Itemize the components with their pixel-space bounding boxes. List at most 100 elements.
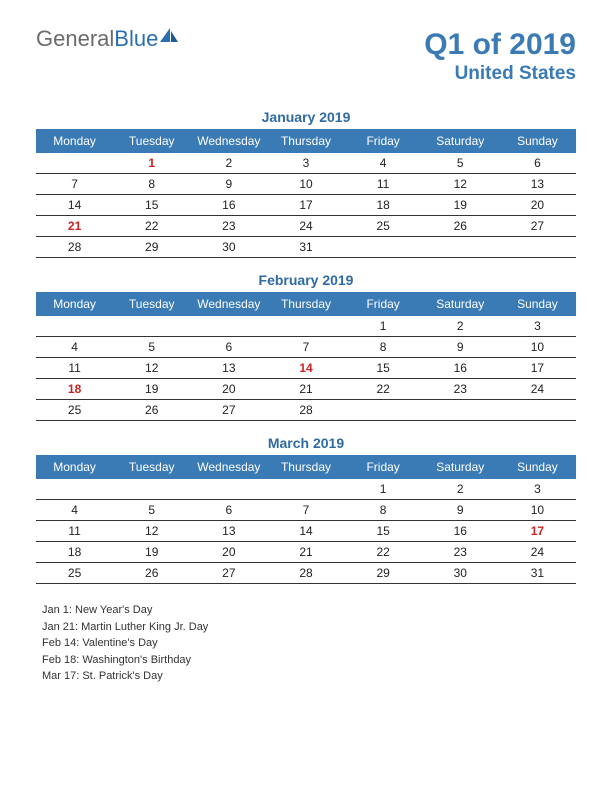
day-header: Saturday	[422, 129, 499, 153]
table-row: 123	[36, 479, 576, 500]
day-header: Monday	[36, 292, 113, 316]
table-row: 28293031	[36, 237, 576, 258]
day-header: Friday	[345, 292, 422, 316]
day-cell: 3	[499, 316, 576, 337]
calendar-table: MondayTuesdayWednesdayThursdayFridaySatu…	[36, 129, 576, 258]
day-header: Saturday	[422, 455, 499, 479]
day-cell: 12	[422, 174, 499, 195]
day-header: Wednesday	[190, 292, 267, 316]
day-cell: 5	[113, 337, 190, 358]
table-row: 123456	[36, 153, 576, 174]
day-header: Sunday	[499, 292, 576, 316]
day-cell: 1	[113, 153, 190, 174]
day-cell: 22	[345, 542, 422, 563]
day-cell: 3	[499, 479, 576, 500]
day-cell: 14	[36, 195, 113, 216]
day-cell: 7	[36, 174, 113, 195]
day-cell: 7	[267, 337, 344, 358]
day-header: Wednesday	[190, 455, 267, 479]
day-cell	[36, 479, 113, 500]
day-cell	[499, 237, 576, 258]
day-header: Tuesday	[113, 129, 190, 153]
day-cell: 31	[499, 563, 576, 584]
page-title: Q1 of 2019	[424, 28, 576, 61]
day-cell: 12	[113, 358, 190, 379]
day-cell: 11	[36, 358, 113, 379]
logo-blue: Blue	[114, 26, 158, 51]
day-cell	[267, 479, 344, 500]
logo-text: GeneralBlue	[36, 28, 158, 50]
month-title: January 2019	[36, 109, 576, 125]
day-cell: 23	[190, 216, 267, 237]
holiday-item: Jan 21: Martin Luther King Jr. Day	[42, 619, 576, 636]
day-cell	[345, 400, 422, 421]
day-cell	[36, 316, 113, 337]
months-container: January 2019 MondayTuesdayWednesdayThursd…	[36, 109, 576, 584]
table-row: 123	[36, 316, 576, 337]
day-cell: 18	[36, 542, 113, 563]
day-cell: 25	[36, 563, 113, 584]
calendar-table: MondayTuesdayWednesdayThursdayFridaySatu…	[36, 292, 576, 421]
day-cell	[499, 400, 576, 421]
day-cell: 26	[113, 563, 190, 584]
day-cell: 20	[190, 379, 267, 400]
day-cell: 17	[499, 521, 576, 542]
month-title: February 2019	[36, 272, 576, 288]
day-header: Monday	[36, 129, 113, 153]
day-cell: 1	[345, 316, 422, 337]
day-cell: 13	[499, 174, 576, 195]
day-cell: 20	[499, 195, 576, 216]
day-cell	[267, 316, 344, 337]
day-cell: 28	[36, 237, 113, 258]
day-cell: 18	[36, 379, 113, 400]
day-cell: 15	[345, 521, 422, 542]
day-cell: 14	[267, 358, 344, 379]
day-cell: 4	[36, 500, 113, 521]
day-cell: 2	[422, 316, 499, 337]
day-cell: 15	[113, 195, 190, 216]
day-cell: 11	[345, 174, 422, 195]
day-cell: 8	[345, 337, 422, 358]
day-header: Sunday	[499, 129, 576, 153]
holiday-item: Jan 1: New Year's Day	[42, 602, 576, 619]
day-cell: 6	[190, 337, 267, 358]
day-header: Saturday	[422, 292, 499, 316]
day-cell: 16	[422, 521, 499, 542]
day-cell	[345, 237, 422, 258]
table-row: 18192021222324	[36, 542, 576, 563]
day-cell: 21	[267, 379, 344, 400]
day-cell: 25	[345, 216, 422, 237]
day-cell: 17	[267, 195, 344, 216]
month-title: March 2019	[36, 435, 576, 451]
day-cell: 8	[113, 174, 190, 195]
holiday-item: Mar 17: St. Patrick's Day	[42, 668, 576, 685]
day-cell	[190, 479, 267, 500]
day-header: Friday	[345, 129, 422, 153]
day-cell: 9	[190, 174, 267, 195]
day-cell: 1	[345, 479, 422, 500]
day-cell: 16	[190, 195, 267, 216]
day-cell: 13	[190, 521, 267, 542]
day-cell: 10	[499, 337, 576, 358]
day-cell	[113, 479, 190, 500]
day-cell: 7	[267, 500, 344, 521]
day-cell: 4	[36, 337, 113, 358]
day-cell: 24	[499, 542, 576, 563]
table-row: 25262728	[36, 400, 576, 421]
day-cell: 2	[422, 479, 499, 500]
day-cell: 23	[422, 542, 499, 563]
day-cell: 28	[267, 400, 344, 421]
day-cell: 5	[113, 500, 190, 521]
day-cell: 10	[267, 174, 344, 195]
day-cell: 8	[345, 500, 422, 521]
day-cell: 6	[190, 500, 267, 521]
month-block: February 2019 MondayTuesdayWednesdayThurs…	[36, 272, 576, 421]
day-cell: 5	[422, 153, 499, 174]
day-cell	[113, 316, 190, 337]
day-cell: 27	[499, 216, 576, 237]
table-row: 18192021222324	[36, 379, 576, 400]
day-header: Sunday	[499, 455, 576, 479]
day-cell: 9	[422, 500, 499, 521]
day-cell: 12	[113, 521, 190, 542]
day-cell: 29	[345, 563, 422, 584]
